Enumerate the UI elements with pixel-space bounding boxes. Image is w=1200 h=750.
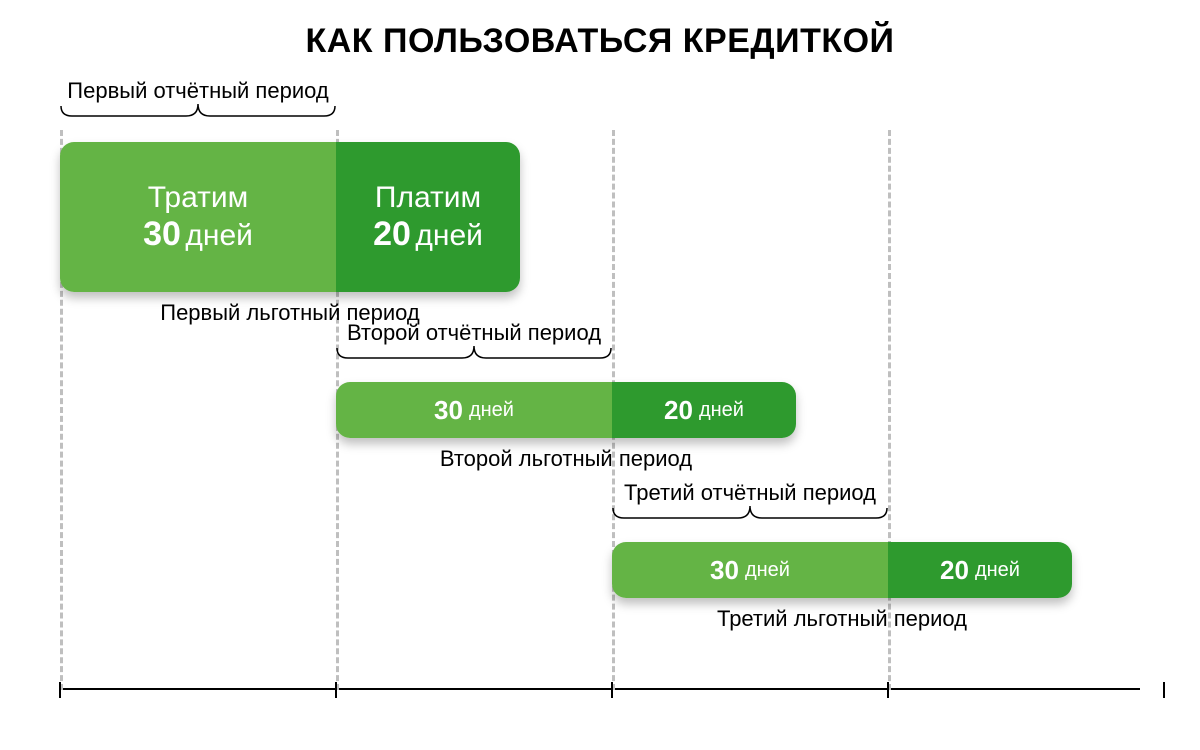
period-segment: 30 дней [336,382,612,438]
grace-period-label: Второй льготный период [336,446,796,472]
period-segment: 30 дней [612,542,888,598]
grace-period-label: Третий льготный период [612,606,1072,632]
period-segment: Тратим30 дней [60,142,336,292]
axis-tick [611,682,613,698]
segment-unit: дней [745,559,790,582]
report-period-label: Первый отчётный период [60,78,336,104]
segment-value: 30 дней [143,215,253,254]
segment-unit: дней [699,399,744,422]
bracket-top [336,346,612,360]
segment-unit: дней [469,399,514,422]
report-period-label: Третий отчётный период [612,480,888,506]
grace-period-bar: 30 дней 20 дней [336,382,796,438]
grace-period-bar: Тратим30 днейПлатим20 дней [60,142,520,292]
axis-tick [335,682,337,698]
bracket-top [612,506,888,520]
period-segment: 20 дней [612,382,796,438]
axis-tick [887,682,889,698]
page-title: КАК ПОЛЬЗОВАТЬСЯ КРЕДИТКОЙ [0,0,1200,61]
period-segment: Платим20 дней [336,142,520,292]
period-segment: 20 дней [888,542,1072,598]
segment-word: Тратим [148,181,248,215]
bracket-top [60,104,336,118]
segment-word: Платим [375,181,481,215]
segment-num: 20 [940,555,969,586]
diagram-canvas: Первый отчётный период Тратим30 днейПлат… [60,70,1140,710]
segment-num: 30 [434,395,463,426]
segment-num: 30 [710,555,739,586]
grace-period-bar: 30 дней 20 дней [612,542,1072,598]
segment-num: 20 [664,395,693,426]
axis-tick [1163,682,1165,698]
report-period-label: Второй отчётный период [336,320,612,346]
segment-value: 20 дней [373,215,483,254]
axis-baseline [60,688,1140,690]
segment-unit: дней [975,559,1020,582]
axis-tick [59,682,61,698]
